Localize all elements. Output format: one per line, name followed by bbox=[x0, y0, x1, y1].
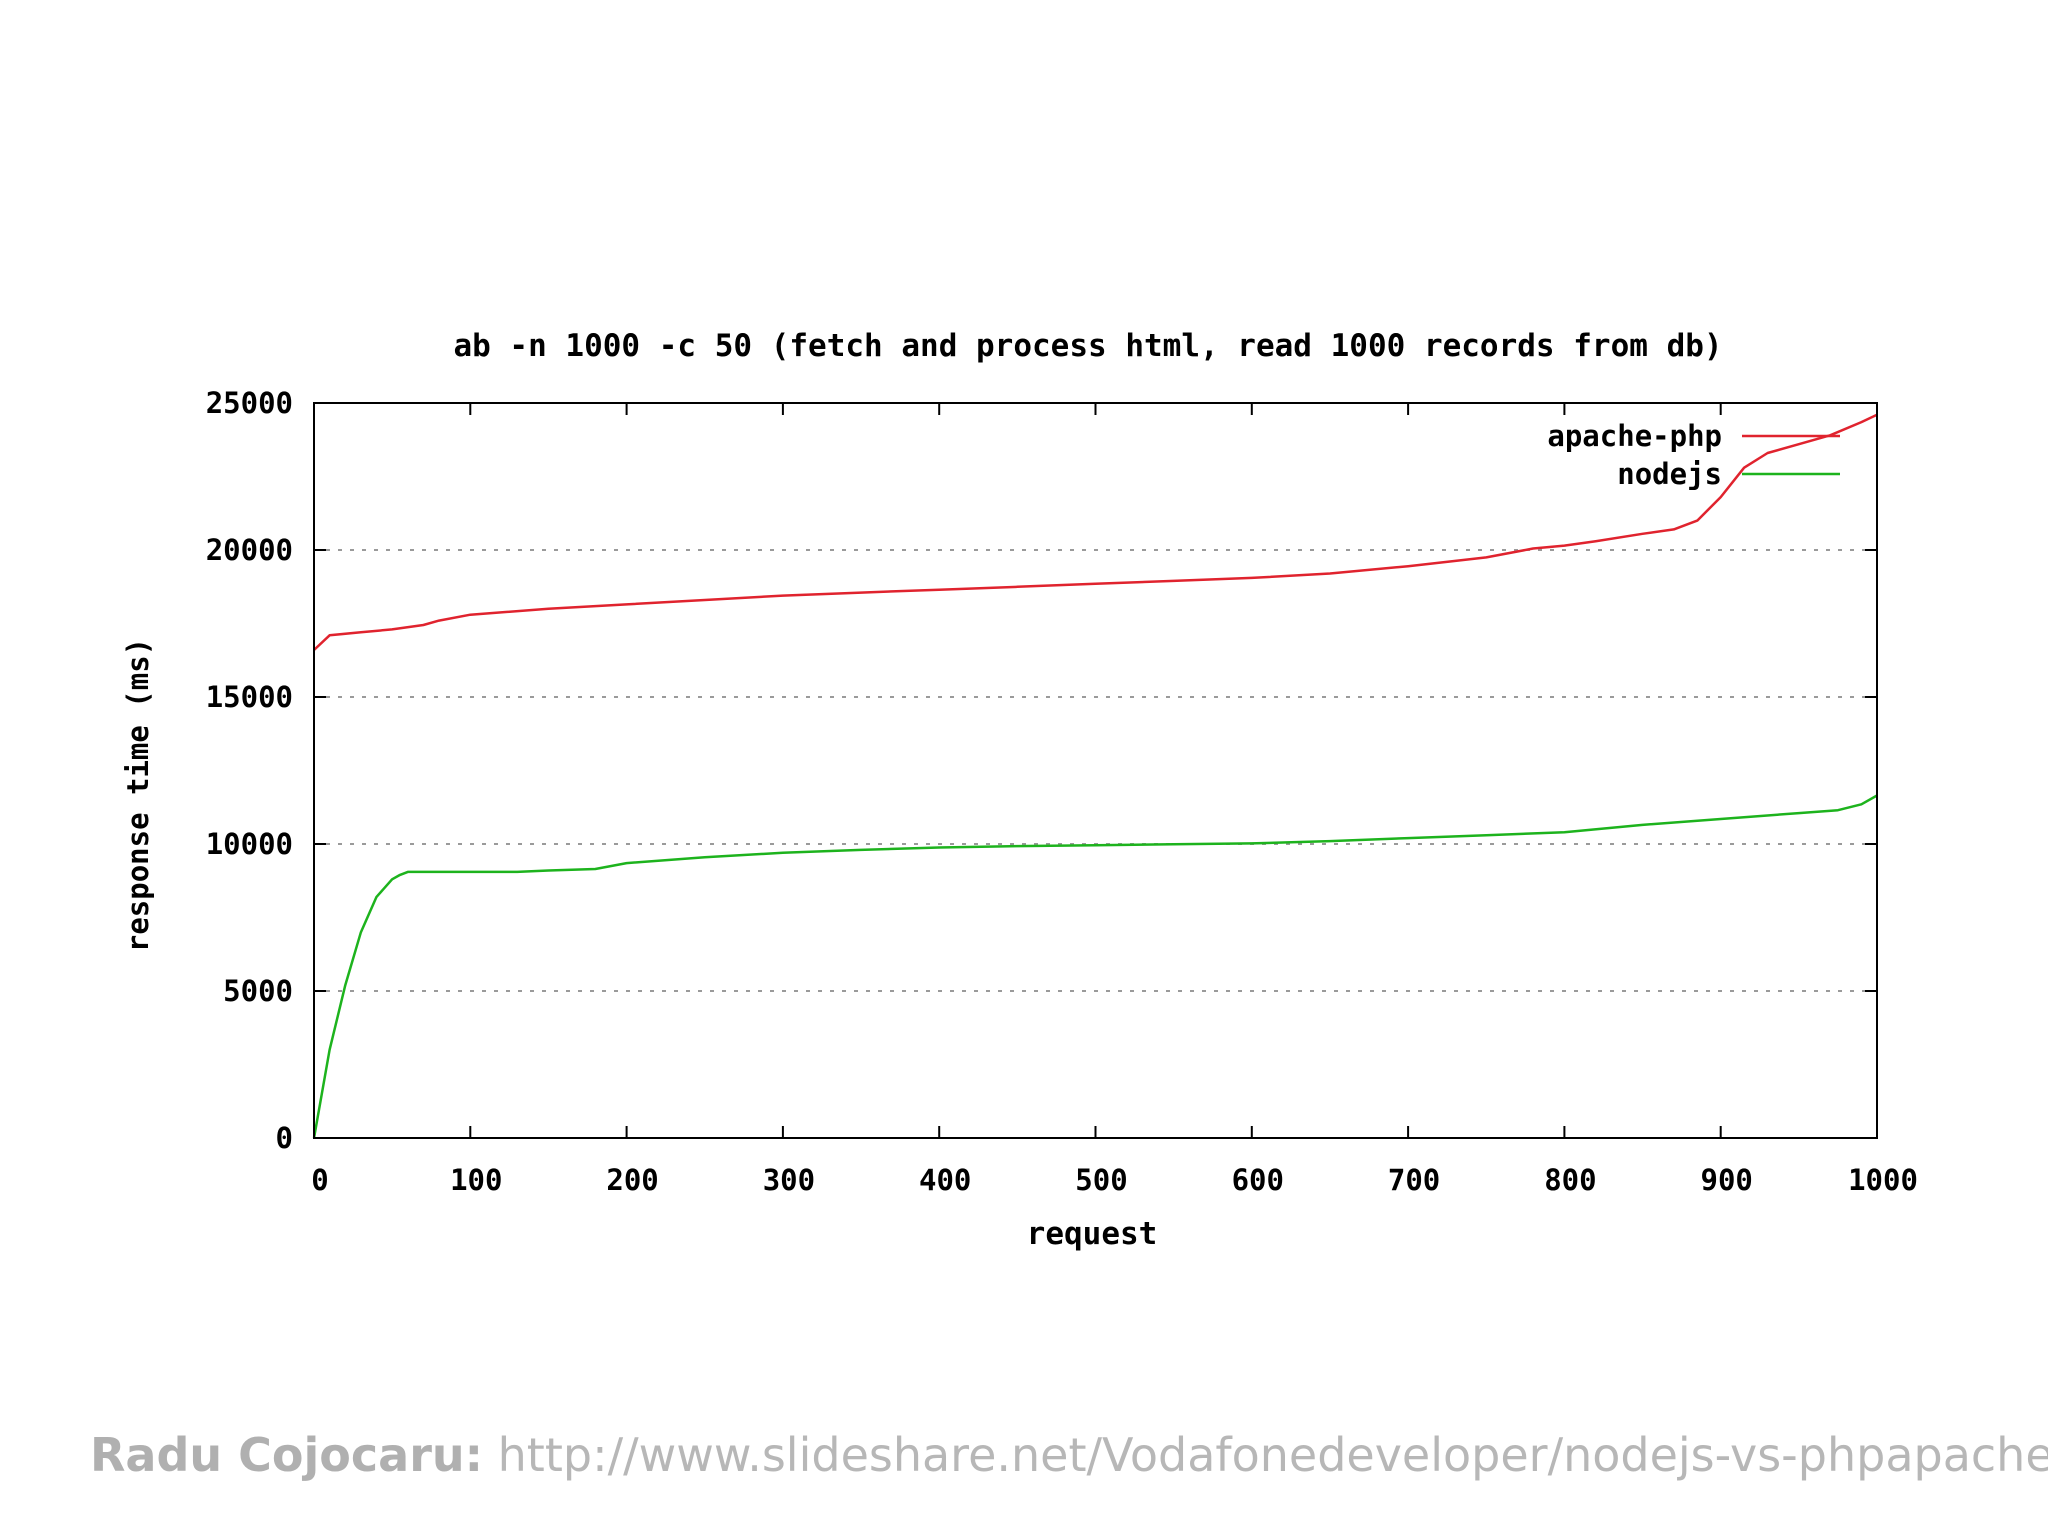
x-tick-label: 600 bbox=[1232, 1163, 1284, 1197]
y-tick-label: 0 bbox=[276, 1121, 293, 1155]
x-tick-label: 200 bbox=[606, 1163, 658, 1197]
y-tick-label: 15000 bbox=[206, 680, 293, 714]
x-tick-label: 500 bbox=[1075, 1163, 1127, 1197]
x-axis-label: request bbox=[1027, 1216, 1158, 1252]
footer-credit: Radu Cojocaru: http://www.slideshare.net… bbox=[90, 1428, 2048, 1482]
legend-label-nodejs: nodejs bbox=[1617, 457, 1722, 491]
x-tick-label: 900 bbox=[1701, 1163, 1753, 1197]
x-tick-label: 0 bbox=[311, 1163, 328, 1197]
x-tick-label: 300 bbox=[763, 1163, 815, 1197]
x-tick-label: 700 bbox=[1388, 1163, 1440, 1197]
legend-label-apache-php: apache-php bbox=[1547, 419, 1722, 453]
y-tick-label: 20000 bbox=[206, 533, 293, 567]
x-tick-label: 1000 bbox=[1848, 1163, 1918, 1197]
y-axis-label: response time (ms) bbox=[121, 638, 155, 952]
grid-lines bbox=[314, 549, 1877, 992]
y-tick-label: 5000 bbox=[223, 974, 293, 1008]
series-lines bbox=[312, 413, 1878, 1139]
footer-url: http://www.slideshare.net/Vodafonedevelo… bbox=[497, 1428, 2048, 1482]
footer-author: Radu Cojocaru: bbox=[90, 1428, 484, 1482]
series-line-apache-php bbox=[313, 413, 1878, 651]
series-line-nodejs bbox=[312, 794, 1878, 1139]
x-tick-label: 800 bbox=[1544, 1163, 1596, 1197]
x-tick-label: 400 bbox=[919, 1163, 971, 1197]
y-tick-label: 25000 bbox=[206, 386, 293, 420]
chart-title: ab -n 1000 -c 50 (fetch and process html… bbox=[453, 328, 1722, 364]
legend: apache-php nodejs bbox=[1547, 419, 1840, 491]
axis-ticks: 0 5000 10000 15000 20000 25000 0 100 200 300 400 50… bbox=[206, 386, 1918, 1197]
x-tick-label: 100 bbox=[450, 1163, 502, 1197]
y-tick-label: 10000 bbox=[206, 827, 293, 861]
plot-frame bbox=[313, 402, 1878, 1139]
